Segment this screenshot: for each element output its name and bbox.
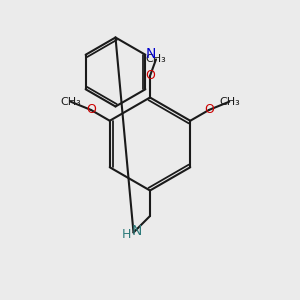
Text: O: O <box>204 103 214 116</box>
Text: N: N <box>132 224 142 238</box>
Text: CH₃: CH₃ <box>146 54 167 64</box>
Text: O: O <box>86 103 96 116</box>
Text: O: O <box>145 69 155 82</box>
Text: CH₃: CH₃ <box>219 97 240 107</box>
Text: N: N <box>146 47 156 61</box>
Text: CH₃: CH₃ <box>60 97 81 107</box>
Text: H: H <box>121 227 131 241</box>
